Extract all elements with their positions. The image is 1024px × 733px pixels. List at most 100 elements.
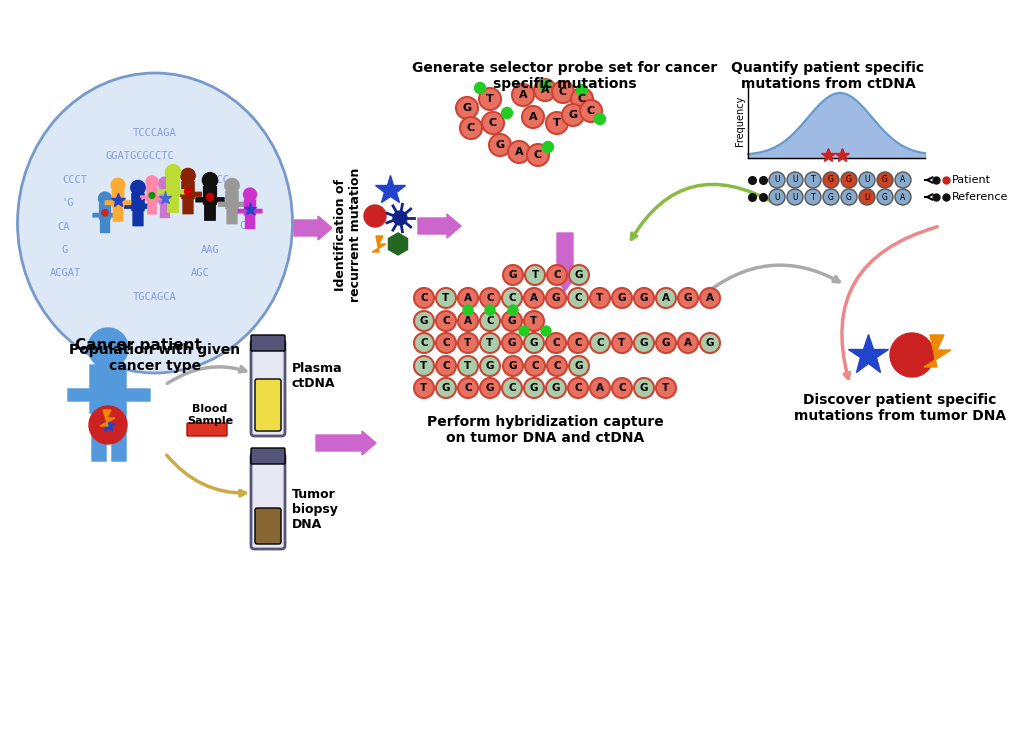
Circle shape [540, 79, 551, 90]
FancyBboxPatch shape [251, 453, 285, 549]
Circle shape [634, 378, 654, 398]
Circle shape [137, 200, 143, 207]
Circle shape [524, 288, 544, 308]
Circle shape [534, 79, 556, 101]
Circle shape [414, 356, 434, 376]
Text: G: G [508, 338, 516, 348]
Circle shape [181, 169, 196, 183]
Circle shape [482, 112, 504, 134]
Circle shape [569, 265, 589, 285]
Text: Perform hybridization capture
on tumor DNA and ctDNA: Perform hybridization capture on tumor D… [427, 415, 664, 445]
Circle shape [480, 356, 500, 376]
Circle shape [805, 172, 821, 188]
Circle shape [159, 177, 171, 190]
Text: G: G [882, 175, 888, 185]
Circle shape [890, 333, 934, 377]
Text: T: T [464, 338, 472, 348]
Circle shape [207, 194, 214, 201]
FancyBboxPatch shape [140, 196, 147, 199]
FancyBboxPatch shape [210, 204, 215, 220]
Circle shape [612, 288, 632, 308]
Text: A: A [596, 383, 604, 393]
Circle shape [569, 356, 589, 376]
Circle shape [414, 311, 434, 331]
Text: G: G [684, 293, 692, 303]
FancyBboxPatch shape [68, 389, 92, 401]
FancyBboxPatch shape [188, 198, 193, 213]
Circle shape [393, 211, 407, 225]
Text: A: A [706, 293, 714, 303]
Polygon shape [372, 236, 386, 252]
Text: G: G [508, 316, 516, 326]
Circle shape [460, 117, 482, 139]
Circle shape [527, 144, 549, 166]
Circle shape [225, 178, 240, 193]
FancyBboxPatch shape [126, 389, 151, 401]
Text: C: C [488, 118, 497, 128]
Text: G: G [61, 245, 69, 255]
FancyBboxPatch shape [113, 191, 124, 207]
Circle shape [571, 88, 593, 110]
Polygon shape [924, 335, 951, 367]
FancyBboxPatch shape [111, 213, 117, 217]
FancyBboxPatch shape [182, 182, 195, 199]
Text: C: C [442, 361, 450, 371]
Text: A: A [684, 338, 692, 348]
Text: C: C [574, 383, 582, 393]
FancyArrow shape [552, 233, 578, 291]
Circle shape [166, 165, 180, 180]
Circle shape [458, 378, 478, 398]
Text: ACGAT: ACGAT [49, 268, 81, 278]
Text: C: C [587, 106, 595, 116]
Text: Frequency: Frequency [735, 96, 745, 146]
Text: C: C [578, 94, 586, 104]
Circle shape [203, 172, 218, 188]
Text: TCCCAGA: TCCCAGA [133, 128, 177, 138]
FancyBboxPatch shape [232, 208, 237, 224]
Text: C: C [420, 338, 428, 348]
Text: C: C [508, 293, 516, 303]
Circle shape [489, 134, 511, 156]
Circle shape [577, 84, 588, 95]
FancyBboxPatch shape [219, 202, 226, 206]
FancyBboxPatch shape [154, 199, 160, 202]
Circle shape [436, 333, 456, 353]
FancyBboxPatch shape [204, 187, 216, 205]
Text: T: T [811, 175, 815, 185]
Text: A: A [464, 293, 472, 303]
Circle shape [522, 106, 544, 128]
FancyBboxPatch shape [161, 204, 165, 218]
Ellipse shape [17, 73, 293, 373]
Text: A: A [662, 293, 670, 303]
Text: C: C [559, 87, 567, 97]
Text: Tumor
biopsy
DNA: Tumor biopsy DNA [292, 487, 338, 531]
Text: G: G [617, 293, 627, 303]
FancyBboxPatch shape [250, 215, 254, 229]
Circle shape [414, 288, 434, 308]
Text: Reference: Reference [952, 192, 1009, 202]
Circle shape [547, 356, 567, 376]
Text: U: U [793, 193, 798, 202]
Text: G: G [568, 110, 578, 120]
Circle shape [590, 288, 610, 308]
Circle shape [524, 333, 544, 353]
Circle shape [458, 288, 478, 308]
Text: G: G [552, 293, 560, 303]
FancyBboxPatch shape [251, 335, 285, 351]
FancyBboxPatch shape [112, 411, 126, 461]
Text: T: T [596, 293, 603, 303]
Circle shape [508, 305, 518, 315]
Circle shape [823, 172, 839, 188]
FancyBboxPatch shape [187, 423, 227, 436]
Circle shape [700, 288, 720, 308]
Text: TGCAGCA: TGCAGCA [133, 292, 177, 302]
Circle shape [568, 288, 588, 308]
Circle shape [595, 114, 605, 125]
Text: Patient: Patient [952, 175, 991, 185]
Circle shape [895, 189, 911, 205]
Text: G: G [828, 193, 834, 202]
Text: G: G [529, 383, 539, 393]
Circle shape [458, 356, 478, 376]
FancyBboxPatch shape [119, 206, 123, 221]
Circle shape [580, 100, 602, 122]
